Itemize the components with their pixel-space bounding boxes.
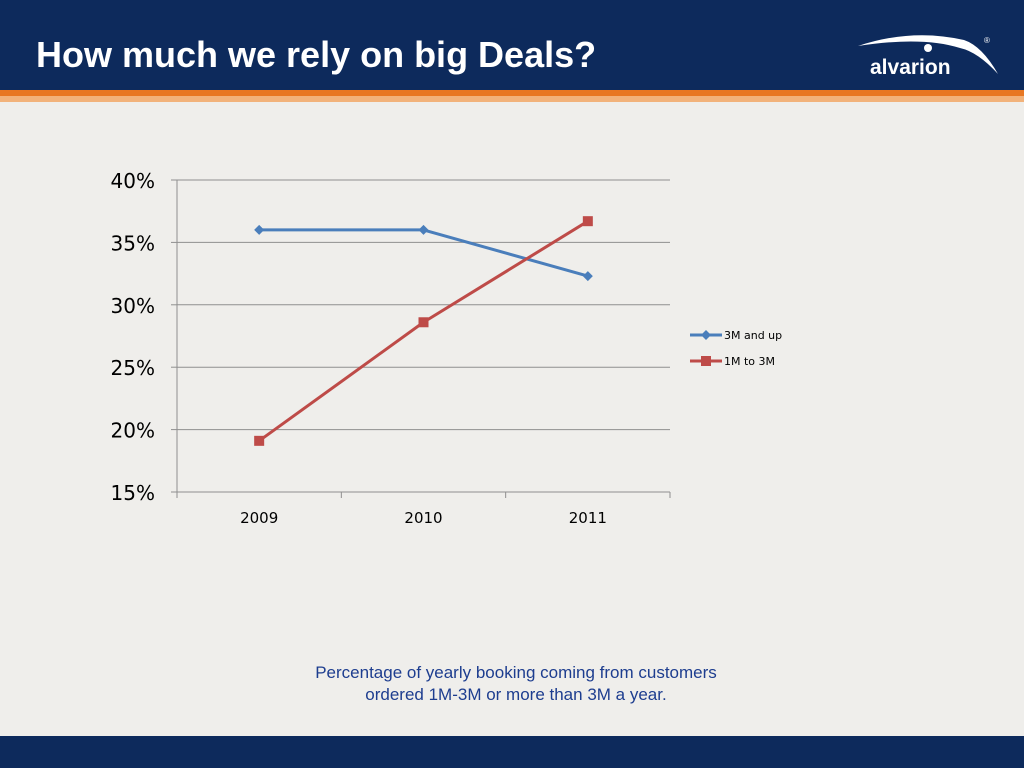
x-tick-label: 2009 [240,509,278,527]
y-tick-label: 30% [111,294,155,318]
alvarion-logo: alvarion ® [858,35,998,79]
logo-swoosh [858,35,998,74]
y-tick-label: 15% [111,481,155,505]
y-tick-label: 20% [111,419,155,443]
data-point [254,224,265,235]
light-orange-stripe [0,96,1024,102]
x-tick-label: 2010 [404,509,442,527]
data-point [582,216,593,227]
slide-title: How much we rely on big Deals? [36,34,597,75]
legend-swatch-marker [701,356,711,366]
logo-registered-mark: ® [984,36,990,45]
series [254,216,593,446]
gridlines [177,179,670,431]
logo-dot [924,44,932,52]
legend-item: 3M and up [690,329,782,342]
series-1m-to-3m [254,216,593,446]
series-3m-and-up [254,224,593,282]
data-point [582,271,593,282]
y-tick-label: 35% [111,231,155,255]
line-chart: 15% 20% 25% 30% 35% 40% 2009 2010 2011 3M and up… [111,169,783,527]
legend-label: 3M and up [724,329,782,342]
caption-line-2: ordered 1M-3M or more than 3M a year. [365,685,667,704]
slide-content: 15% 20% 25% 30% 35% 40% 2009 2010 2011 3M and up… [0,102,1024,736]
data-point [254,435,265,446]
logo-text: alvarion [870,56,951,79]
legend-label: 1M to 3M [724,355,775,368]
legend: 3M and up 1M to 3M [690,329,782,368]
y-tick-label: 25% [111,356,155,380]
orange-stripe [0,90,1024,96]
legend-swatch-marker [701,330,711,340]
x-tick-label: 2011 [569,509,607,527]
data-point [418,224,429,235]
caption-line-1: Percentage of yearly booking coming from… [315,663,717,682]
legend-item: 1M to 3M [690,355,775,368]
slide-footer [0,736,1024,768]
y-tick-label: 40% [111,169,155,193]
slide-header: How much we rely on big Deals? alvarion … [0,0,1024,88]
data-point [418,317,429,328]
series-line [258,219,589,443]
chart-caption: Percentage of yearly booking coming from… [216,662,816,706]
axes: 15% 20% 25% 30% 35% 40% 2009 2010 2011 [111,169,671,527]
